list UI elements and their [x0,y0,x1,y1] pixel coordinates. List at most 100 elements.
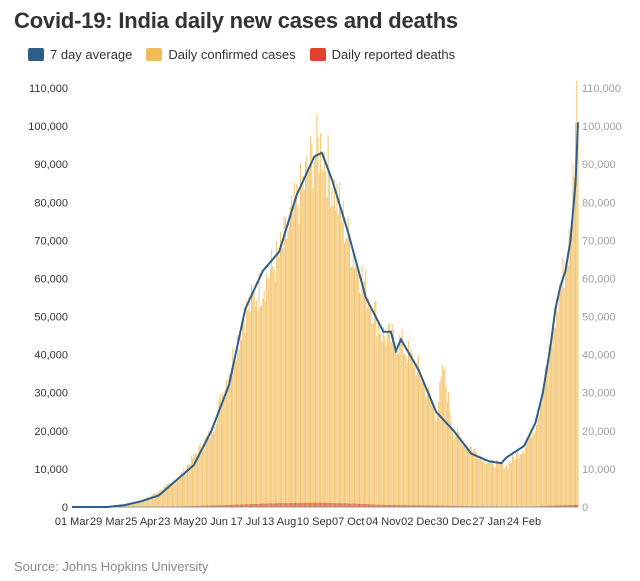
case-bar [282,247,284,507]
death-bar [416,505,418,507]
death-bar [367,504,369,507]
case-bar [294,200,296,507]
case-bar [479,454,481,507]
case-bar [165,484,167,507]
death-bar [370,504,372,507]
death-bar [331,503,333,507]
death-bar [274,503,276,507]
case-bar [480,456,482,507]
case-bar [391,323,393,507]
case-bar [528,436,530,507]
case-bar [257,310,259,507]
chart-svg: 0 10,000 20,000 30,000 40,000 50,000 60,000 70,… [28,80,622,528]
y-tick-label: 60,000 [34,273,68,285]
legend-item-deaths: Daily reported deaths [309,47,456,62]
case-bar [308,171,310,507]
case-bar [148,497,150,507]
case-bar [438,401,440,507]
case-bar [380,334,382,507]
case-bar [477,457,479,507]
case-bar [131,502,133,507]
case-bar [159,489,161,507]
case-bar [467,446,469,507]
case-bar [337,214,339,507]
case-bar [180,472,182,507]
case-bar [554,328,556,507]
case-bar [310,136,312,507]
x-axis: 01 Mar 29 Mar 25 Apr 23 May 20 Jun 17 Jul 13 A… [55,516,541,528]
case-bar [472,451,474,507]
death-bar [458,505,460,507]
case-bar [278,256,280,507]
case-bar [336,183,338,507]
case-bar [375,300,377,507]
case-bar [259,306,261,507]
case-bar [263,290,265,507]
case-bar [134,502,136,507]
death-bar [313,502,315,507]
case-bar [224,389,226,507]
death-bar [405,505,407,507]
death-bar [428,505,430,507]
case-bar [469,445,471,507]
case-bar [419,369,421,507]
death-bar [267,503,269,507]
case-bar [129,503,131,507]
case-bar [390,342,392,507]
average-line [72,122,579,508]
case-bar [400,339,402,507]
case-bar [283,216,285,507]
death-bar [225,504,227,507]
case-bar [246,300,248,507]
death-bar [256,503,258,507]
case-bar [355,263,357,507]
death-bar [283,503,285,507]
case-bar [303,189,305,507]
case-bar [360,293,362,507]
case-bar [305,161,307,507]
case-bar [392,329,394,507]
case-bar [276,241,278,507]
case-bar [351,266,353,507]
case-bar [529,428,531,507]
case-bar [352,252,354,507]
case-bar [441,365,443,507]
death-bar [228,504,230,507]
death-bar [365,504,367,507]
case-bar [543,386,545,507]
death-bar [384,504,386,507]
death-bar [425,505,427,507]
death-bar [413,505,415,507]
case-bar [439,381,441,507]
y-axis-right: 0 10,000 20,000 30,000 40,000 50,000 60,000 70,… [582,83,622,514]
death-bar [284,503,286,507]
case-bar [539,403,541,507]
death-bar [340,503,342,507]
case-bar [323,151,325,508]
legend-label-deaths: Daily reported deaths [331,47,456,62]
case-bar [135,502,137,507]
death-bar [286,503,288,507]
death-bar [455,505,457,507]
case-bar [234,359,236,507]
case-bar [395,354,397,507]
case-bar [225,379,227,507]
case-bar [239,334,241,507]
case-bar [138,502,140,507]
death-bar [386,504,388,507]
case-bar [401,329,403,507]
death-bar [317,502,319,507]
case-bar [461,445,463,507]
case-bar [139,501,141,507]
case-bar [318,172,320,507]
death-bar [382,504,384,507]
death-bar [359,503,361,507]
death-bar [316,502,318,507]
case-bar [482,461,484,507]
death-bar [547,505,549,507]
death-bar [453,505,455,507]
case-bar [286,239,288,507]
death-bar [354,503,355,507]
case-bar [547,362,549,507]
death-bar [199,505,201,507]
